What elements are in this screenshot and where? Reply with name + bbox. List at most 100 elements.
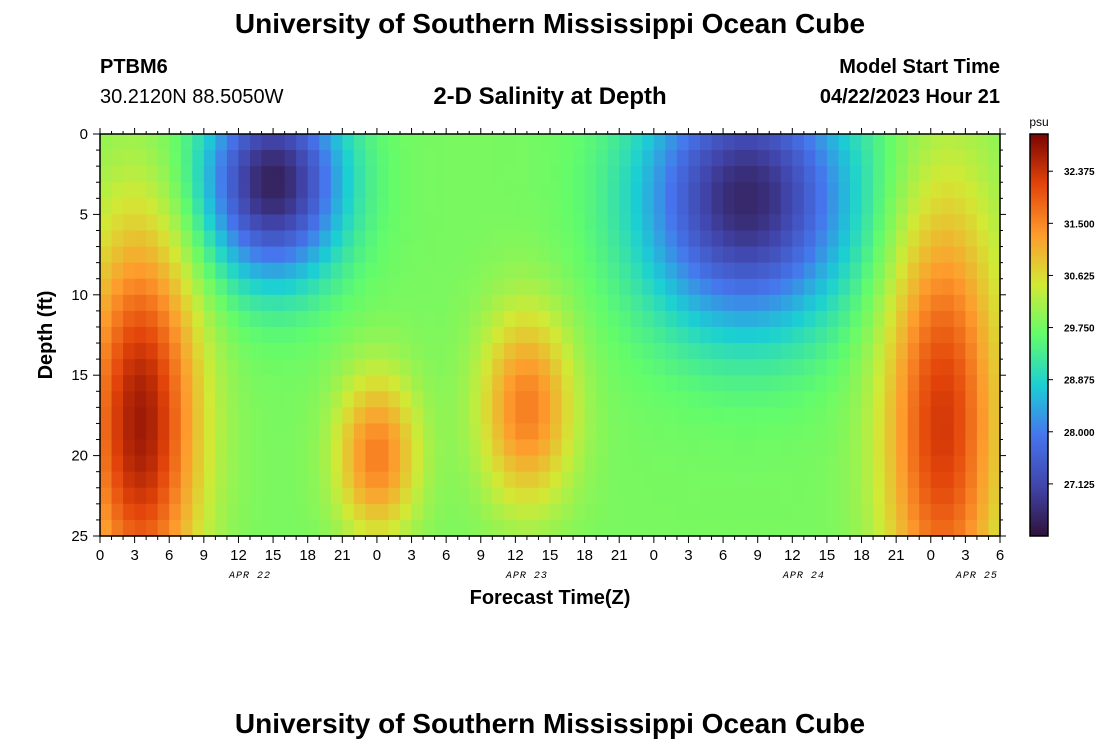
- heat-cell: [261, 166, 274, 183]
- heat-cell: [515, 134, 528, 151]
- heat-cell: [873, 487, 886, 505]
- heat-cell: [757, 246, 770, 264]
- heat-cell: [365, 198, 378, 215]
- heat-cell: [446, 487, 459, 505]
- heat-cell: [146, 503, 159, 521]
- heat-cell: [884, 407, 897, 425]
- heat-cell: [907, 246, 920, 264]
- heat-cell: [942, 439, 955, 457]
- heat-cell: [988, 487, 1001, 505]
- heat-cell: [157, 326, 170, 344]
- heat-cell: [100, 134, 113, 151]
- heat-cell: [757, 262, 770, 280]
- heat-cell: [630, 262, 643, 280]
- heat-cell: [307, 407, 320, 425]
- heat-cell: [342, 343, 355, 360]
- heat-cell: [619, 310, 632, 328]
- heat-cell: [573, 294, 586, 312]
- heat-cell: [134, 310, 147, 328]
- heat-cell: [515, 214, 528, 232]
- heat-cell: [296, 230, 309, 248]
- heat-cell: [134, 294, 147, 312]
- heat-cell: [584, 359, 597, 376]
- heat-cell: [307, 471, 320, 489]
- heat-cell: [780, 439, 793, 457]
- heat-cell: [734, 423, 747, 441]
- heat-cell: [411, 519, 424, 537]
- heat-cell: [930, 375, 943, 392]
- heat-cell: [273, 471, 286, 489]
- heat-cell: [100, 423, 113, 441]
- heat-cell: [192, 503, 205, 521]
- heat-cell: [976, 262, 990, 280]
- heat-cell: [792, 503, 805, 521]
- heat-cell: [250, 246, 263, 264]
- heat-cell: [896, 150, 909, 167]
- heat-cell: [850, 230, 863, 248]
- heat-cell: [826, 278, 840, 296]
- heat-cell: [688, 503, 701, 521]
- heat-cell: [342, 310, 355, 328]
- heat-cell: [792, 439, 805, 457]
- station-coordinates: 30.2120N 88.5050W: [100, 86, 284, 108]
- heat-cell: [526, 246, 540, 264]
- heat-cell: [238, 310, 251, 328]
- heat-cell: [700, 278, 713, 296]
- heat-cell: [169, 262, 182, 280]
- heat-cell: [561, 246, 574, 264]
- heat-cell: [607, 214, 620, 232]
- heat-cell: [111, 439, 124, 457]
- heat-cell: [123, 166, 136, 183]
- heat-cell: [838, 294, 851, 312]
- heat-cell: [550, 343, 563, 360]
- heat-cell: [123, 391, 136, 408]
- heat-cell: [376, 182, 390, 199]
- heat-cell: [330, 262, 343, 280]
- heat-cell: [284, 134, 297, 151]
- heat-cell: [850, 343, 863, 360]
- heat-cell: [157, 230, 170, 248]
- heat-cell: [942, 519, 955, 537]
- heat-cell: [550, 471, 563, 489]
- heat-cell: [319, 150, 332, 167]
- heat-cell: [365, 471, 378, 489]
- heat-cell: [411, 134, 424, 151]
- heat-cell: [573, 407, 586, 425]
- x-tick-label: 6: [442, 547, 450, 564]
- heat-cell: [423, 423, 436, 441]
- heat-cell: [780, 246, 793, 264]
- heat-cell: [330, 278, 343, 296]
- heat-cell: [203, 166, 216, 183]
- heat-cell: [861, 391, 874, 408]
- heat-cell: [988, 439, 1001, 457]
- heat-cell: [376, 407, 390, 425]
- heat-cell: [700, 503, 713, 521]
- heat-cell: [746, 182, 759, 199]
- heat-cell: [584, 294, 597, 312]
- heat-cell: [942, 134, 955, 151]
- heat-cell: [169, 359, 182, 376]
- heat-cell: [250, 359, 263, 376]
- heat-cell: [238, 375, 251, 392]
- heat-cell: [296, 310, 309, 328]
- heat-cell: [503, 439, 516, 457]
- heat-cell: [861, 182, 874, 199]
- heat-cell: [619, 214, 632, 232]
- heat-cell: [688, 487, 701, 505]
- heat-cell: [723, 326, 736, 344]
- heat-cell: [850, 294, 863, 312]
- heat-cell: [561, 326, 574, 344]
- heat-cell: [307, 198, 320, 215]
- heat-cell: [111, 134, 124, 151]
- heat-cell: [515, 198, 528, 215]
- heat-cell: [296, 487, 309, 505]
- heat-cell: [711, 487, 724, 505]
- heat-cell: [100, 166, 113, 183]
- heat-cell: [942, 487, 955, 505]
- heat-cell: [169, 487, 182, 505]
- heat-cell: [273, 359, 286, 376]
- heat-cell: [180, 343, 193, 360]
- heat-cell: [596, 198, 609, 215]
- heat-cell: [700, 150, 713, 167]
- heat-cell: [746, 407, 759, 425]
